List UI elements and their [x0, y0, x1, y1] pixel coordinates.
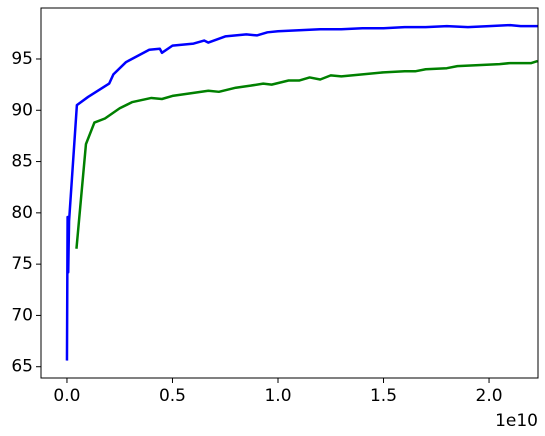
y-tick-label: 95 — [11, 49, 33, 69]
line — [65, 23, 538, 361]
x-tick-label: 2.0 — [476, 386, 503, 406]
axes-frame — [40, 7, 539, 379]
line — [75, 59, 538, 249]
x-tick-label: 1.5 — [370, 386, 397, 406]
y-tick-label: 75 — [11, 254, 33, 274]
x-offset-label: 1e10 — [495, 411, 538, 431]
x-tick-label: 0.0 — [53, 386, 80, 406]
x-tick-label: 1.0 — [264, 386, 291, 406]
x-tick-label: 0.5 — [159, 386, 186, 406]
y-tick-label: 90 — [11, 100, 33, 120]
y-tick-label: 65 — [11, 357, 33, 377]
y-tick-label: 85 — [11, 152, 33, 172]
y-tick-label: 70 — [11, 305, 33, 325]
y-tick-label: 80 — [11, 203, 33, 223]
